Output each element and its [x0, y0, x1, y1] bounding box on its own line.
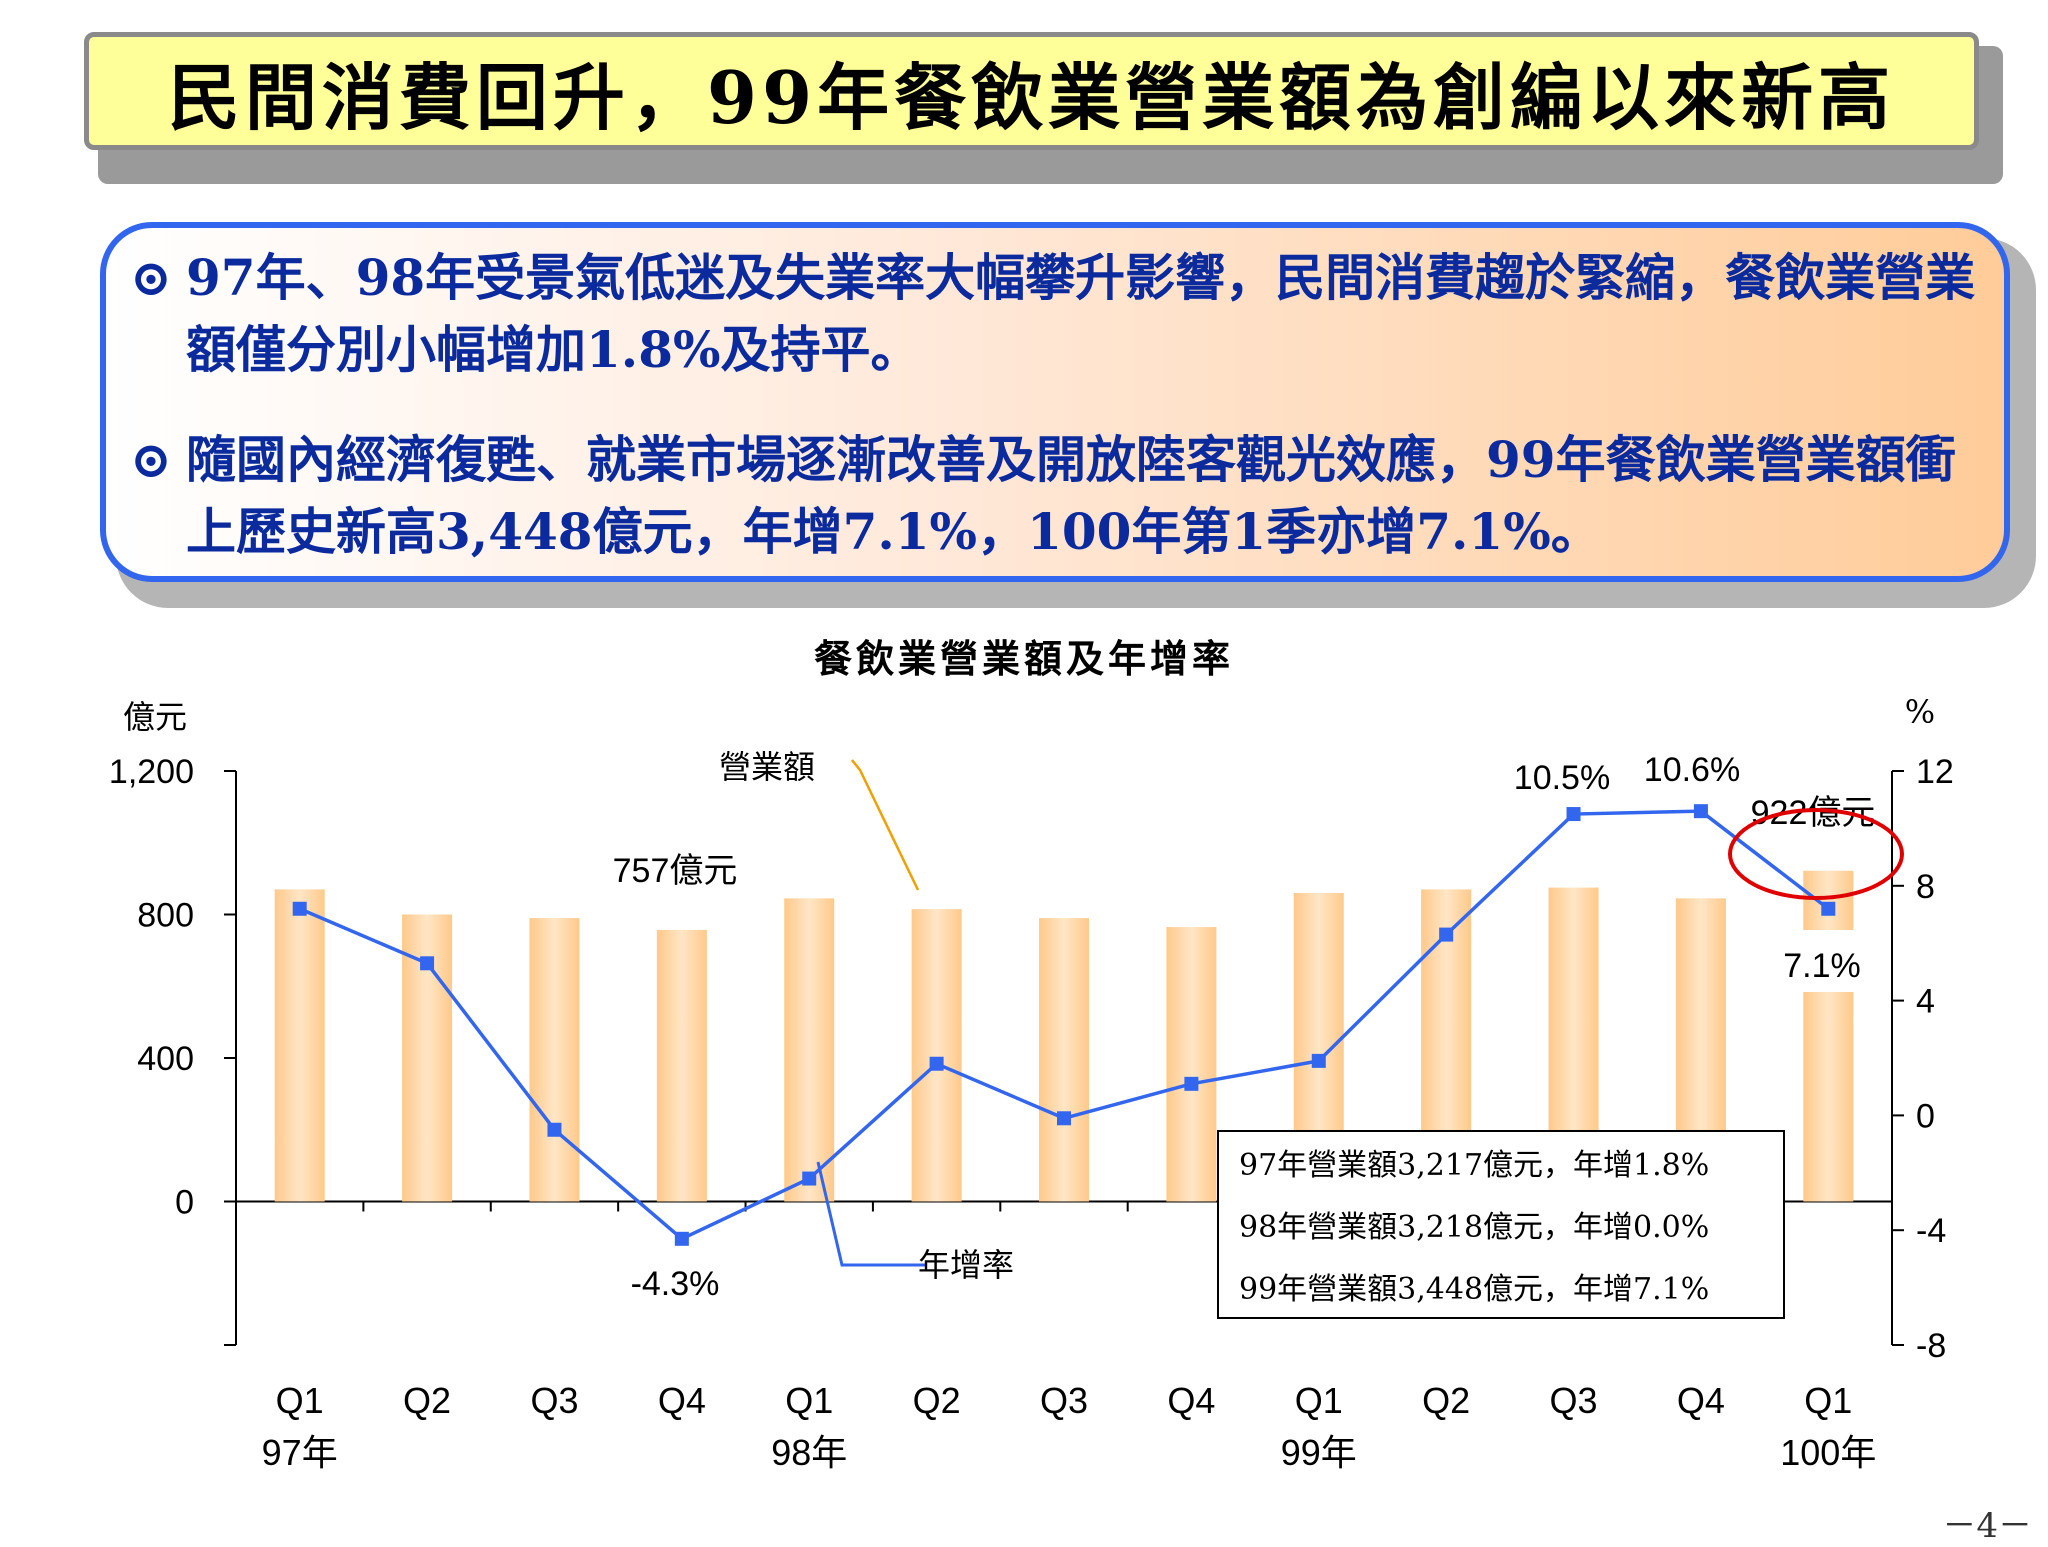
growth-point	[1184, 1076, 1199, 1091]
right-tick-label: 12	[1916, 753, 1954, 791]
annotation-7-1: 7.1%	[1783, 947, 1861, 985]
right-tick-label: 8	[1916, 868, 1935, 906]
notes-panel: ⊙ 97年、98年受景氣低迷及失業率大幅攀升影響，民間消費趨於緊縮，餐飲業營業額…	[100, 222, 2010, 582]
x-tick-label: Q1	[785, 1380, 833, 1421]
x-tick-label: Q1	[276, 1380, 324, 1421]
growth-point	[1566, 807, 1581, 822]
x-tick-label: Q3	[1040, 1380, 1088, 1421]
info-box-line: 97年營業額3,217億元，年增1.8%	[1239, 1148, 1709, 1183]
growth-point	[1693, 804, 1708, 819]
bar	[1166, 927, 1217, 1202]
left-tick-label: 0	[175, 1184, 194, 1222]
bar	[529, 918, 580, 1202]
page-number: －4－	[1942, 1506, 2032, 1546]
right-tick-label: -4	[1916, 1212, 1946, 1250]
growth-point	[929, 1056, 944, 1071]
right-tick-label: -8	[1916, 1327, 1946, 1365]
bar-callout-line	[851, 759, 920, 891]
left-tick-label: 1,200	[109, 753, 194, 791]
right-axis-unit: %	[1905, 693, 1935, 731]
label-backdrop	[1801, 930, 1856, 992]
x-tick-label: Q4	[1167, 1380, 1215, 1421]
growth-point	[1057, 1111, 1071, 1126]
annotation-10-6: 10.6%	[1644, 751, 1740, 789]
bullet-marker-icon: ⊙	[130, 248, 172, 307]
annotation-10-5: 10.5%	[1514, 759, 1610, 797]
bar	[656, 929, 707, 1202]
page-title: 民間消費回升，99年餐飲業營業額為創編以來新高	[84, 32, 1979, 150]
bar	[1039, 918, 1089, 1202]
left-tick-label: 400	[137, 1040, 194, 1078]
line-series-label: 年增率	[918, 1246, 1014, 1284]
bar	[274, 889, 325, 1202]
info-box-line: 99年營業額3,448億元，年增7.1%	[1239, 1272, 1709, 1307]
bar	[911, 909, 962, 1202]
year-label: 97年	[262, 1432, 338, 1473]
bar-series-label: 營業額	[719, 748, 815, 786]
bar	[1803, 870, 1854, 1202]
x-tick-label: Q2	[1422, 1380, 1470, 1421]
x-tick-label: Q4	[1677, 1380, 1725, 1421]
growth-point	[420, 956, 435, 971]
growth-point	[547, 1122, 562, 1137]
growth-point	[802, 1171, 817, 1186]
x-tick-label: Q1	[1804, 1380, 1852, 1421]
line-callout-line	[816, 1161, 925, 1267]
year-label: 100年	[1780, 1432, 1876, 1473]
note-text-2: 隨國內經濟復甦、就業市場逐漸改善及開放陸客觀光效應，99年餐飲業營業額衝上歷史新…	[186, 430, 1956, 561]
growth-point	[674, 1231, 689, 1246]
x-tick-label: Q2	[403, 1380, 451, 1421]
right-tick-label: 4	[1916, 983, 1935, 1021]
annotation-minus-4-3: -4.3%	[631, 1265, 720, 1303]
x-tick-label: Q1	[1295, 1380, 1343, 1421]
info-box	[1217, 1130, 1785, 1319]
x-tick-label: Q3	[1550, 1380, 1598, 1421]
note-text-1: 97年、98年受景氣低迷及失業率大幅攀升影響，民間消費趨於緊縮，餐飲業營業額僅分…	[186, 248, 1976, 379]
growth-point	[1311, 1053, 1326, 1068]
note-bullet-2: ⊙ 隨國內經濟復甦、就業市場逐漸改善及開放陸客觀光效應，99年餐飲業營業額衝上歷…	[130, 424, 2000, 568]
growth-point	[1439, 927, 1454, 942]
growth-point	[1821, 901, 1836, 916]
highlight-ellipse	[1728, 808, 1904, 900]
x-tick-label: Q4	[658, 1380, 706, 1421]
year-label: 98年	[771, 1432, 847, 1473]
left-tick-label: 800	[137, 897, 194, 935]
bullet-marker-icon: ⊙	[130, 430, 172, 489]
note-bullet-1: ⊙ 97年、98年受景氣低迷及失業率大幅攀升影響，民間消費趨於緊縮，餐飲業營業額…	[130, 242, 2000, 386]
chart-title: 餐飲業營業額及年增率	[813, 636, 1234, 681]
x-tick-label: Q3	[530, 1380, 578, 1421]
x-tick-label: Q2	[913, 1380, 961, 1421]
bar	[784, 898, 835, 1202]
info-box-line: 98年營業額3,218億元，年增0.0%	[1239, 1210, 1709, 1245]
year-label: 99年	[1281, 1432, 1357, 1473]
left-axis-unit: 億元	[123, 698, 187, 736]
annotation-757: 757億元	[613, 852, 738, 890]
growth-point	[292, 901, 307, 916]
right-tick-label: 0	[1916, 1097, 1935, 1135]
annotation-922: 922億元	[1751, 794, 1876, 832]
